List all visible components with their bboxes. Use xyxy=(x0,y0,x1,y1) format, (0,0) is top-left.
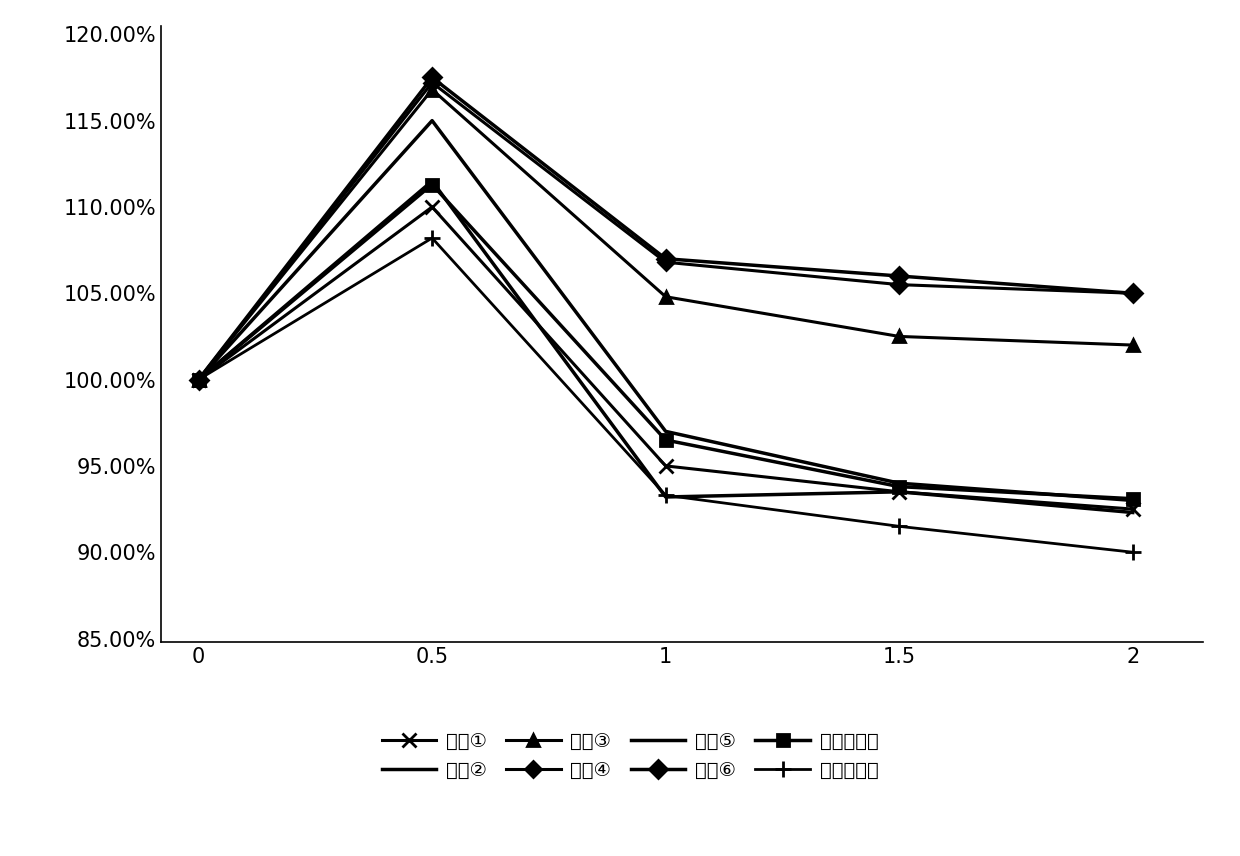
配方⑥ xyxy=(424,73,439,83)
配方⑤ xyxy=(892,487,906,497)
Line: 配方⑤: 配方⑤ xyxy=(198,181,1132,513)
Line: 配方⑥: 配方⑥ xyxy=(192,71,1140,386)
配方⑤ xyxy=(658,492,673,502)
市售珠光型 xyxy=(658,435,673,445)
Line: 配方③: 配方③ xyxy=(192,83,1140,386)
Line: 配方①: 配方① xyxy=(192,200,1140,516)
Legend: 配方①, 配方②, 配方③, 配方④, 配方⑤, 配方⑥, 市售珠光型, 市售透明型: 配方①, 配方②, 配方③, 配方④, 配方⑤, 配方⑥, 市售珠光型, 市售透… xyxy=(382,732,878,780)
配方① xyxy=(658,461,673,471)
配方⑥ xyxy=(1125,288,1140,299)
市售珠光型 xyxy=(892,481,906,491)
配方① xyxy=(191,374,206,384)
配方④ xyxy=(892,280,906,290)
市售透明型 xyxy=(191,374,206,384)
配方⑤ xyxy=(1125,508,1140,518)
配方② xyxy=(191,374,206,384)
配方① xyxy=(424,202,439,212)
Line: 配方②: 配方② xyxy=(198,121,1132,501)
配方⑥ xyxy=(658,253,673,264)
配方② xyxy=(424,116,439,126)
配方③ xyxy=(1125,340,1140,350)
配方① xyxy=(1125,504,1140,514)
配方② xyxy=(892,478,906,488)
配方④ xyxy=(658,257,673,267)
市售透明型 xyxy=(892,521,906,532)
Line: 配方④: 配方④ xyxy=(193,77,1138,385)
配方④ xyxy=(191,374,206,384)
配方④ xyxy=(1125,288,1140,299)
配方⑥ xyxy=(191,374,206,384)
市售透明型 xyxy=(658,490,673,501)
配方③ xyxy=(658,292,673,302)
市售透明型 xyxy=(1125,547,1140,557)
配方③ xyxy=(191,374,206,384)
Line: 市售透明型: 市售透明型 xyxy=(190,229,1141,561)
Line: 市售珠光型: 市售珠光型 xyxy=(192,178,1140,505)
市售珠光型 xyxy=(424,180,439,190)
配方④ xyxy=(424,78,439,88)
配方⑤ xyxy=(424,176,439,187)
市售珠光型 xyxy=(1125,494,1140,504)
配方③ xyxy=(892,331,906,342)
配方⑤ xyxy=(191,374,206,384)
配方① xyxy=(892,487,906,497)
配方⑥ xyxy=(892,270,906,281)
配方③ xyxy=(424,85,439,95)
配方② xyxy=(1125,496,1140,506)
市售珠光型 xyxy=(191,374,206,384)
配方② xyxy=(658,426,673,437)
市售透明型 xyxy=(424,233,439,243)
